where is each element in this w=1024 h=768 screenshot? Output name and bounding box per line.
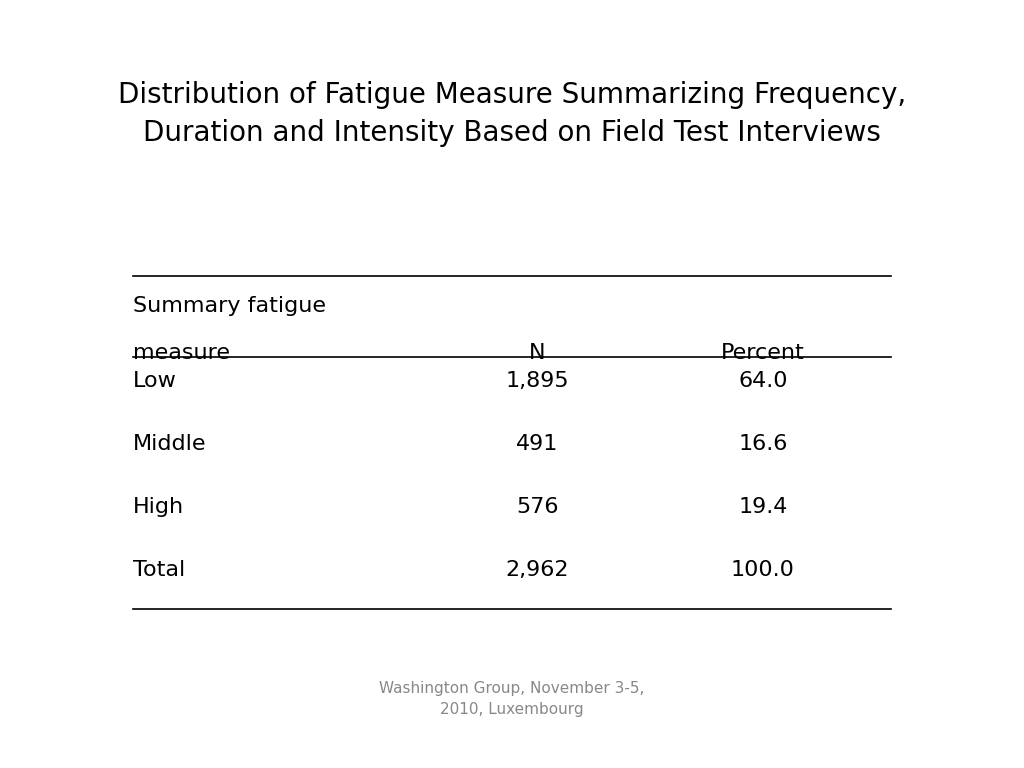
Text: 491: 491 (516, 434, 559, 454)
Text: N: N (529, 343, 546, 363)
Text: 19.4: 19.4 (738, 497, 787, 517)
Text: Percent: Percent (721, 343, 805, 363)
Text: 100.0: 100.0 (731, 560, 795, 580)
Text: 1,895: 1,895 (506, 371, 569, 391)
Text: 2,962: 2,962 (506, 560, 569, 580)
Text: Summary fatigue: Summary fatigue (133, 296, 326, 316)
Text: 16.6: 16.6 (738, 434, 787, 454)
Text: High: High (133, 497, 184, 517)
Text: measure: measure (133, 343, 230, 363)
Text: Total: Total (133, 560, 185, 580)
Text: Low: Low (133, 371, 177, 391)
Text: 64.0: 64.0 (738, 371, 787, 391)
Text: Middle: Middle (133, 434, 207, 454)
Text: Distribution of Fatigue Measure Summarizing Frequency,
Duration and Intensity Ba: Distribution of Fatigue Measure Summariz… (118, 81, 906, 147)
Text: 576: 576 (516, 497, 559, 517)
Text: Washington Group, November 3-5,
2010, Luxembourg: Washington Group, November 3-5, 2010, Lu… (379, 681, 645, 717)
